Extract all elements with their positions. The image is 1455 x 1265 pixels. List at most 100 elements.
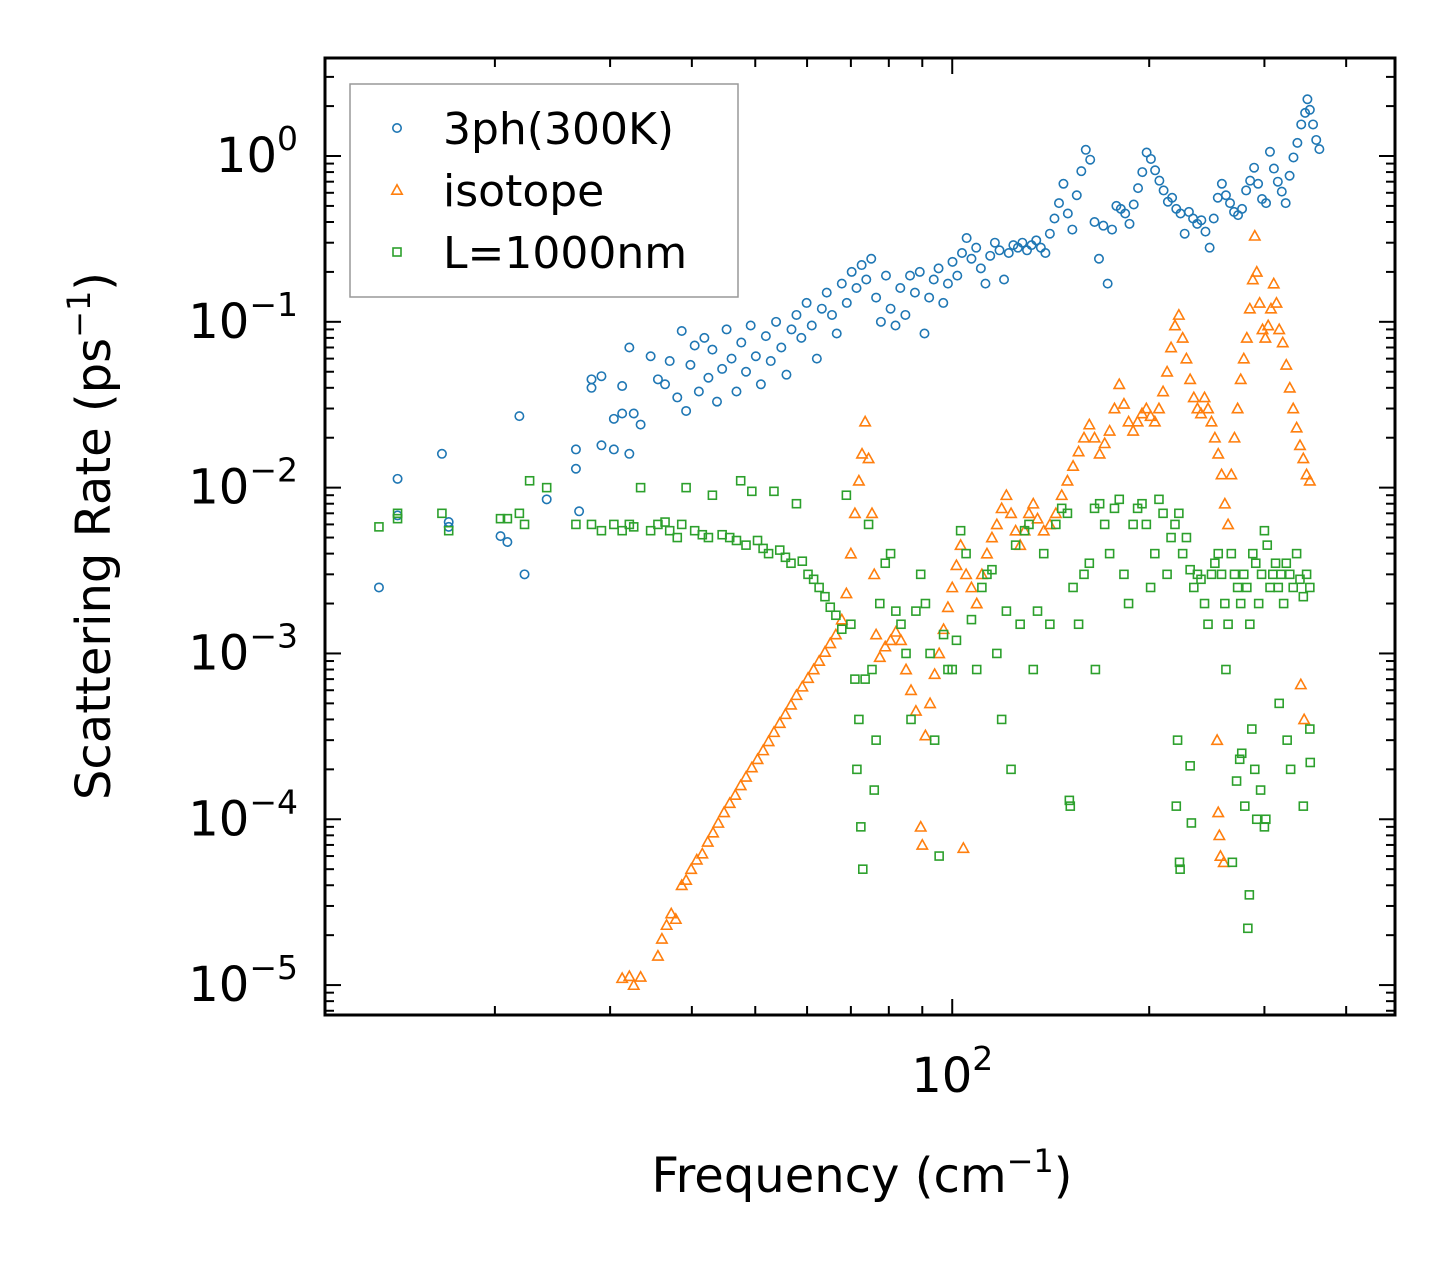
data-point	[1175, 864, 1185, 874]
y-tick-label: 10−3	[188, 616, 298, 681]
data-point	[1056, 503, 1067, 514]
data-point	[1177, 548, 1188, 559]
data-point	[1269, 296, 1284, 308]
data-point	[1245, 619, 1255, 630]
data-point	[1174, 508, 1184, 519]
data-point	[760, 331, 771, 342]
data-point	[952, 270, 963, 281]
y-tick-label: 10−2	[188, 451, 298, 516]
data-point	[1022, 506, 1036, 519]
data-point	[703, 372, 714, 383]
legend-marker	[390, 183, 404, 195]
data-point	[1128, 199, 1139, 210]
data-point	[1049, 213, 1060, 224]
data-point	[634, 970, 648, 982]
data-point	[1055, 488, 1069, 501]
data-point	[852, 764, 862, 775]
data-point	[1201, 401, 1215, 414]
data-point	[1114, 494, 1125, 505]
data-point	[1099, 519, 1110, 530]
data-point	[874, 598, 885, 609]
data-point	[985, 250, 996, 261]
data-point	[781, 369, 792, 380]
data-point	[763, 548, 774, 559]
data-point	[1119, 569, 1129, 580]
data-point	[1038, 548, 1049, 559]
data-point	[878, 639, 892, 652]
data-point	[773, 716, 787, 729]
data-point	[617, 408, 628, 419]
data-point	[1231, 776, 1242, 786]
data-point	[1203, 619, 1213, 630]
data-point	[1301, 569, 1312, 580]
data-point	[1268, 163, 1279, 174]
data-point	[586, 519, 597, 530]
data-point	[1211, 446, 1225, 459]
data-point	[1204, 242, 1215, 253]
data-point	[1236, 748, 1247, 759]
data-point	[1292, 137, 1303, 148]
data-point	[443, 525, 454, 536]
data-point	[706, 825, 720, 838]
legend-label: 3ph(300K)	[443, 104, 674, 155]
data-point	[885, 303, 896, 314]
data-point	[541, 494, 552, 505]
data-point	[1003, 248, 1014, 259]
data-point	[596, 525, 607, 536]
data-point	[736, 337, 747, 348]
data-point	[825, 602, 836, 613]
data-point	[1226, 548, 1237, 559]
data-point	[1251, 814, 1262, 825]
data-point	[514, 508, 525, 519]
x-axis-label: Frequency (cm−1)	[651, 1142, 1072, 1204]
data-point	[1314, 144, 1325, 155]
data-point	[1181, 532, 1192, 543]
data-point	[1145, 582, 1156, 593]
data-point	[1154, 175, 1165, 186]
data-point	[949, 558, 964, 571]
data-point	[1189, 582, 1199, 593]
data-point	[1064, 795, 1075, 806]
data-point	[1085, 154, 1096, 165]
data-point	[1107, 224, 1118, 235]
data-point	[914, 820, 928, 832]
data-point	[1158, 185, 1169, 196]
data-point	[1298, 591, 1309, 602]
data-point	[964, 580, 979, 593]
legend-item: L=1000nm	[392, 228, 687, 279]
data-point	[1072, 444, 1086, 457]
data-point	[1208, 213, 1219, 224]
data-point	[1217, 855, 1231, 868]
data-point	[1179, 228, 1190, 239]
data-point	[957, 248, 968, 259]
data-point	[918, 728, 932, 741]
data-point	[767, 725, 781, 738]
data-point	[651, 949, 665, 961]
data-point	[1158, 508, 1168, 519]
data-point	[627, 978, 641, 991]
data-point	[635, 419, 646, 430]
data-point	[1305, 757, 1316, 768]
data-point	[519, 569, 530, 580]
data-point	[679, 873, 693, 885]
legend-items: 3ph(300K) isotope L=1000nm	[390, 104, 687, 279]
data-point	[1031, 235, 1042, 246]
data-point	[1286, 401, 1300, 414]
data-point	[1240, 801, 1250, 811]
data-point	[904, 683, 918, 696]
data-point	[739, 770, 753, 782]
data-point	[1168, 318, 1182, 331]
data-point	[1094, 498, 1105, 509]
data-point	[750, 351, 761, 362]
data-point	[1187, 390, 1201, 403]
data-point	[1154, 494, 1164, 505]
data-point	[1261, 814, 1271, 825]
data-point	[831, 328, 842, 339]
data-point	[1255, 785, 1266, 795]
data-point	[1065, 801, 1076, 811]
plot-frame	[323, 56, 1397, 1017]
data-point	[961, 233, 972, 244]
data-point	[1006, 764, 1016, 775]
data-point	[769, 486, 779, 497]
